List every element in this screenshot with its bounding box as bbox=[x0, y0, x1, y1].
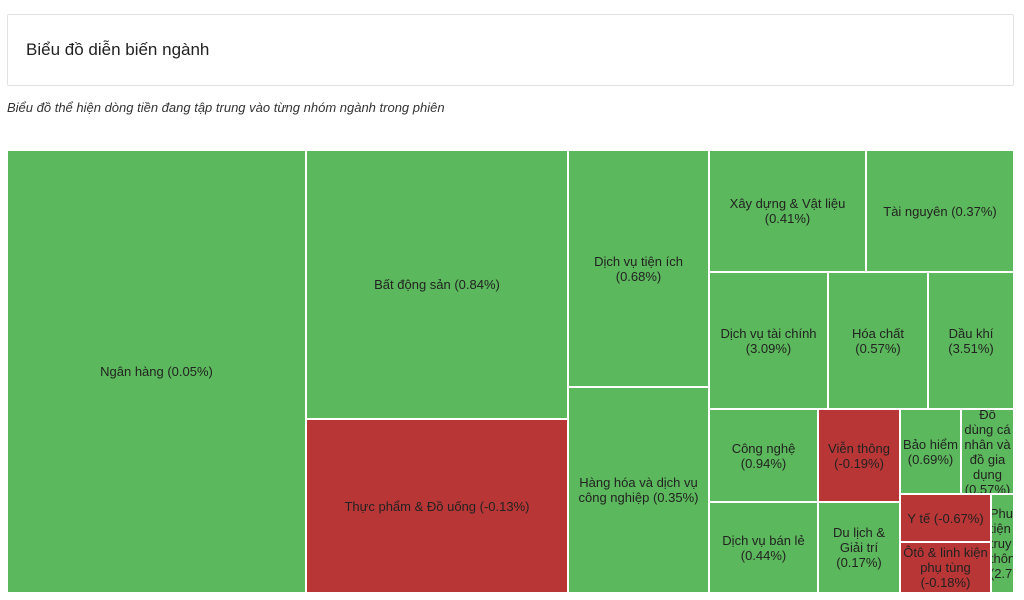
treemap-tile-label: Bảo hiểm (0.69%) bbox=[903, 436, 958, 467]
treemap-tile-phuong-tien-truyen-thong[interactable]: Phu tiện truy thôn (2.7 bbox=[991, 494, 1014, 593]
treemap-tile-dich-vu-tien-ich[interactable]: Dịch vụ tiện ích (0.68%) bbox=[568, 150, 709, 387]
treemap-tile-oto-linh-kien-phu-tung[interactable]: Ôtô & linh kiện phụ tùng (-0.18%) bbox=[900, 542, 991, 593]
treemap-tile-label: Y tế (-0.67%) bbox=[907, 510, 984, 526]
treemap-tile-dich-vu-tai-chinh[interactable]: Dịch vụ tài chính (3.09%) bbox=[709, 272, 828, 409]
chart-subtitle: Biểu đồ thể hiện dòng tiền đang tập trun… bbox=[7, 100, 445, 115]
treemap-tile-xay-dung-vat-lieu[interactable]: Xây dựng & Vật liệu (0.41%) bbox=[709, 150, 866, 272]
treemap-tile-label: Dầu khí (3.51%) bbox=[948, 325, 994, 356]
treemap-tile-tai-nguyen[interactable]: Tài nguyên (0.37%) bbox=[866, 150, 1014, 272]
treemap-tile-label: Xây dựng & Vật liệu (0.41%) bbox=[729, 196, 846, 226]
sector-treemap: Ngân hàng (0.05%) Bất động sản (0.84%) Thự… bbox=[7, 150, 1014, 593]
treemap-tile-hoa-chat[interactable]: Hóa chất (0.57%) bbox=[828, 272, 928, 409]
treemap-tile-hang-hoa-va-dich-vu-cong-nghiep[interactable]: Hàng hóa và dịch vụ công nghiệp (0.35%) bbox=[568, 387, 709, 593]
treemap-tile-y-te[interactable]: Y tế (-0.67%) bbox=[900, 494, 991, 542]
treemap-tile-thuc-pham-do-uong[interactable]: Thực phẩm & Đồ uống (-0.13%) bbox=[306, 419, 568, 593]
treemap-tile-label: Đồ dùng cá nhân và đồ gia dụng (0.57%) bbox=[964, 409, 1011, 494]
treemap-tile-do-dung-ca-nhan-va-do-gia-dung[interactable]: Đồ dùng cá nhân và đồ gia dụng (0.57%) bbox=[961, 409, 1014, 494]
treemap-tile-dich-vu-ban-le[interactable]: Dịch vụ bán lẻ (0.44%) bbox=[709, 502, 818, 593]
treemap-tile-label: Ôtô & linh kiện phụ tùng (-0.18%) bbox=[903, 545, 988, 590]
treemap-tile-label: Dịch vụ tiện ích (0.68%) bbox=[594, 253, 683, 284]
treemap-tile-label: Ngân hàng (0.05%) bbox=[100, 364, 213, 379]
treemap-tile-label: Hàng hóa và dịch vụ công nghiệp (0.35%) bbox=[578, 475, 699, 505]
treemap-tile-label: Tài nguyên (0.37%) bbox=[883, 203, 997, 219]
treemap-tile-du-lich-giai-tri[interactable]: Du lịch & Giải trí (0.17%) bbox=[818, 502, 900, 593]
treemap-tile-bao-hiem[interactable]: Bảo hiểm (0.69%) bbox=[900, 409, 961, 494]
treemap-tile-cong-nghe[interactable]: Công nghệ (0.94%) bbox=[709, 409, 818, 502]
page-title: Biểu đồ diễn biến ngành bbox=[26, 40, 210, 59]
treemap-tile-label: Viễn thông (-0.19%) bbox=[828, 440, 890, 471]
treemap-tile-bat-dong-san[interactable]: Bất động sản (0.84%) bbox=[306, 150, 568, 419]
treemap-tile-label: Dịch vụ bán lẻ (0.44%) bbox=[722, 532, 805, 563]
header-card: Biểu đồ diễn biến ngành bbox=[7, 14, 1014, 86]
treemap-tile-label: Công nghệ (0.94%) bbox=[731, 440, 796, 471]
treemap-tile-ngan-hang[interactable]: Ngân hàng (0.05%) bbox=[7, 150, 306, 593]
treemap-tile-label: Thực phẩm & Đồ uống (-0.13%) bbox=[344, 498, 530, 514]
treemap-tile-label: Hóa chất (0.57%) bbox=[851, 325, 905, 356]
treemap-tile-label: Bất động sản (0.84%) bbox=[374, 277, 500, 292]
treemap-tile-label: Phu tiện truy thôn (2.7 bbox=[991, 506, 1014, 581]
treemap-tile-dau-khi[interactable]: Dầu khí (3.51%) bbox=[928, 272, 1014, 409]
treemap-tile-label: Dịch vụ tài chính (3.09%) bbox=[720, 325, 817, 356]
treemap-tile-vien-thong[interactable]: Viễn thông (-0.19%) bbox=[818, 409, 900, 502]
treemap-tile-label: Du lịch & Giải trí (0.17%) bbox=[832, 525, 886, 570]
